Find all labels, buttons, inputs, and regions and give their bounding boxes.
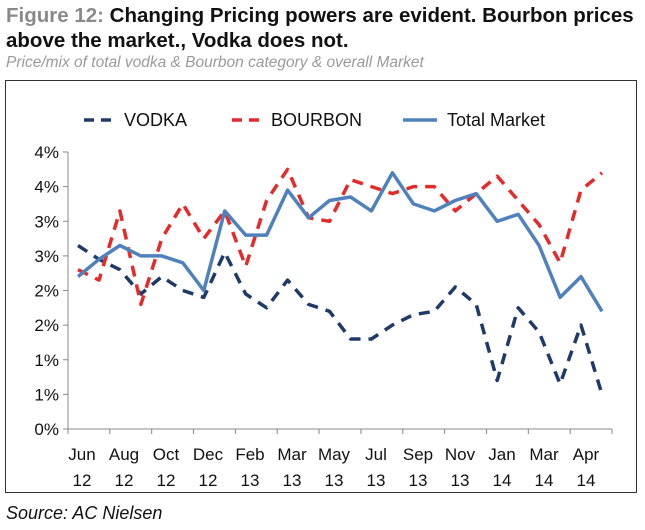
x-tick-label-month: Mar [277, 445, 307, 464]
x-tick-label-month: Aug [109, 445, 139, 464]
x-tick-label-month: Jul [365, 445, 387, 464]
x-tick-label-month: May [318, 445, 351, 464]
x-tick-label-month: Apr [573, 445, 600, 464]
x-tick-label-year: 13 [451, 471, 470, 490]
series-line-vodka [77, 244, 604, 395]
x-tick-label-month: Mar [529, 445, 559, 464]
x-tick-label-year: 14 [577, 471, 596, 490]
x-tick-label-year: 12 [115, 471, 134, 490]
legend-label: BOURBON [271, 110, 362, 130]
y-tick-label: 1% [34, 351, 59, 370]
y-tick-label: 4% [34, 143, 59, 162]
x-tick-label-month: Sep [403, 445, 433, 464]
x-tick-label-year: 14 [535, 471, 554, 490]
x-tick-label-month: Nov [445, 445, 476, 464]
line-chart: 0% 1% 1% 2% 2% 3% 3% 4% 4% Jun 12 Aug 12 Oct 12 Dec 12 Fe… [34, 110, 613, 490]
y-tick-label: 3% [34, 247, 59, 266]
legend-label: Total Market [447, 110, 545, 130]
x-tick-label-year: 13 [283, 471, 302, 490]
y-tick-label: 3% [34, 212, 59, 231]
x-tick-label-month: Oct [153, 445, 180, 464]
x-tick-label-year: 13 [409, 471, 428, 490]
series-line-bourbon [77, 167, 604, 307]
x-tick-label-year: 13 [367, 471, 386, 490]
x-tick-label-month: Feb [235, 445, 264, 464]
legend-label: VODKA [124, 110, 187, 130]
y-tick-label: 4% [34, 178, 59, 197]
x-tick-label-year: 12 [199, 471, 218, 490]
y-tick-label: 1% [34, 385, 59, 404]
y-tick-label: 2% [34, 282, 59, 301]
x-tick-label-month: Dec [193, 445, 224, 464]
source-note: Source: AC Nielsen [6, 503, 163, 523]
x-tick-label-month: Jan [488, 445, 515, 464]
x-tick-label-year: 12 [73, 471, 92, 490]
y-tick-label: 0% [34, 420, 59, 439]
chart-subtitle: Price/mix of total vodka & Bourbon categ… [6, 54, 424, 71]
chart-title: Figure 12: Changing Pricing powers are e… [6, 3, 641, 53]
title-text: Changing Pricing powers are evident. Bou… [6, 4, 634, 52]
chart-frame [5, 80, 637, 493]
x-tick-label-year: 13 [241, 471, 260, 490]
x-tick-label-year: 14 [493, 471, 512, 490]
x-tick-label-year: 13 [325, 471, 344, 490]
x-tick-label-year: 12 [157, 471, 176, 490]
series-line-total-market [76, 171, 604, 313]
figure-number: Figure 12: [6, 4, 110, 27]
x-tick-label-month: Jun [68, 445, 95, 464]
y-tick-label: 2% [34, 316, 59, 335]
chart-header: Figure 12: Changing Pricing powers are e… [6, 3, 641, 72]
